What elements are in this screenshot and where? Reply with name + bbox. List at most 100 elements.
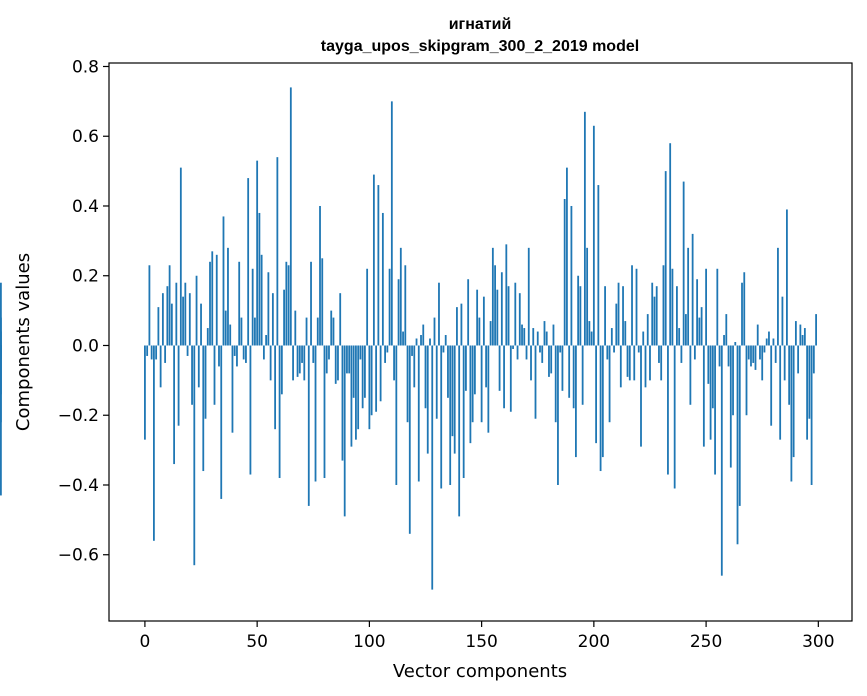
bar bbox=[247, 178, 250, 346]
bar bbox=[440, 345, 443, 489]
bar bbox=[166, 286, 169, 346]
bar bbox=[624, 321, 627, 346]
bar bbox=[734, 342, 737, 346]
bar bbox=[179, 167, 182, 346]
bar bbox=[669, 143, 672, 346]
bar bbox=[595, 345, 597, 444]
bar bbox=[301, 345, 303, 363]
bar bbox=[467, 279, 470, 346]
bar bbox=[561, 345, 564, 391]
bar bbox=[494, 265, 496, 346]
bar bbox=[321, 258, 324, 346]
bar bbox=[711, 345, 714, 409]
bar bbox=[518, 293, 521, 346]
bar bbox=[577, 275, 580, 346]
bar bbox=[794, 321, 797, 346]
bar bbox=[303, 345, 306, 381]
bar bbox=[572, 345, 575, 409]
bar bbox=[689, 345, 692, 405]
bar bbox=[747, 345, 750, 360]
bar bbox=[570, 205, 573, 346]
bar bbox=[601, 345, 604, 458]
bar bbox=[377, 185, 380, 346]
bar bbox=[563, 199, 566, 346]
bar bbox=[249, 345, 252, 475]
bar bbox=[233, 345, 236, 356]
bar bbox=[240, 317, 243, 346]
y-tick-label: −0.6 bbox=[58, 546, 99, 566]
bar bbox=[554, 345, 557, 423]
bar bbox=[388, 268, 391, 346]
bar bbox=[366, 268, 369, 346]
bar bbox=[155, 345, 158, 360]
bar bbox=[245, 345, 247, 363]
bar bbox=[579, 286, 582, 346]
bar bbox=[655, 286, 658, 346]
bar bbox=[265, 335, 268, 346]
bar bbox=[305, 317, 308, 346]
bar bbox=[417, 345, 420, 482]
bar bbox=[617, 282, 620, 346]
bar bbox=[381, 212, 384, 346]
bar bbox=[720, 345, 723, 576]
bar bbox=[411, 345, 413, 356]
bar bbox=[797, 345, 800, 374]
bar bbox=[631, 265, 633, 346]
bar bbox=[768, 331, 770, 346]
bar bbox=[251, 268, 254, 346]
bar bbox=[393, 345, 395, 381]
bar bbox=[597, 185, 600, 346]
bar bbox=[229, 324, 232, 346]
bar bbox=[707, 345, 710, 384]
bar bbox=[339, 293, 342, 346]
bar bbox=[610, 328, 613, 346]
bar bbox=[671, 268, 674, 346]
bar bbox=[738, 345, 741, 506]
y-axis-label: Components values bbox=[13, 253, 34, 431]
bar bbox=[644, 345, 647, 388]
bar bbox=[157, 307, 160, 346]
bar bbox=[808, 345, 811, 419]
bar bbox=[231, 345, 234, 433]
bar bbox=[765, 338, 768, 346]
bar bbox=[159, 345, 162, 388]
bar bbox=[343, 345, 346, 517]
y-tick-label: 0.4 bbox=[72, 197, 99, 217]
bar bbox=[469, 345, 472, 444]
bar bbox=[0, 345, 2, 395]
bar bbox=[267, 272, 270, 346]
bar bbox=[395, 345, 398, 485]
bar bbox=[386, 345, 389, 353]
bar bbox=[269, 345, 272, 381]
bar bbox=[471, 345, 474, 423]
bar bbox=[718, 345, 721, 367]
bar bbox=[316, 317, 319, 346]
y-tick-label: 0.8 bbox=[72, 57, 99, 77]
bar bbox=[788, 345, 791, 405]
bar bbox=[799, 324, 802, 346]
bar bbox=[213, 345, 216, 405]
bar bbox=[334, 345, 337, 384]
bar bbox=[772, 338, 775, 346]
bar bbox=[763, 345, 766, 353]
bar bbox=[536, 331, 539, 346]
bar bbox=[276, 157, 279, 346]
bar bbox=[541, 345, 544, 363]
bar bbox=[170, 303, 173, 346]
bar bbox=[355, 345, 357, 440]
bar bbox=[633, 345, 636, 381]
bar bbox=[195, 275, 198, 346]
bar bbox=[399, 247, 402, 346]
bar bbox=[307, 345, 310, 506]
bar bbox=[177, 345, 180, 426]
x-axis-label: Vector components bbox=[393, 661, 567, 682]
bar bbox=[525, 345, 528, 360]
chart-subtitle: tayga_upos_skipgram_300_2_2019 model bbox=[321, 38, 639, 55]
bar bbox=[153, 345, 155, 541]
bar bbox=[224, 310, 227, 346]
y-axis-ticks: −0.6 −0.4 −0.2 0.0 0.2 0.4 0.6 0.8 bbox=[58, 57, 109, 566]
bar bbox=[260, 254, 263, 346]
bar bbox=[676, 286, 678, 346]
chart-title: игнатий bbox=[449, 16, 512, 33]
